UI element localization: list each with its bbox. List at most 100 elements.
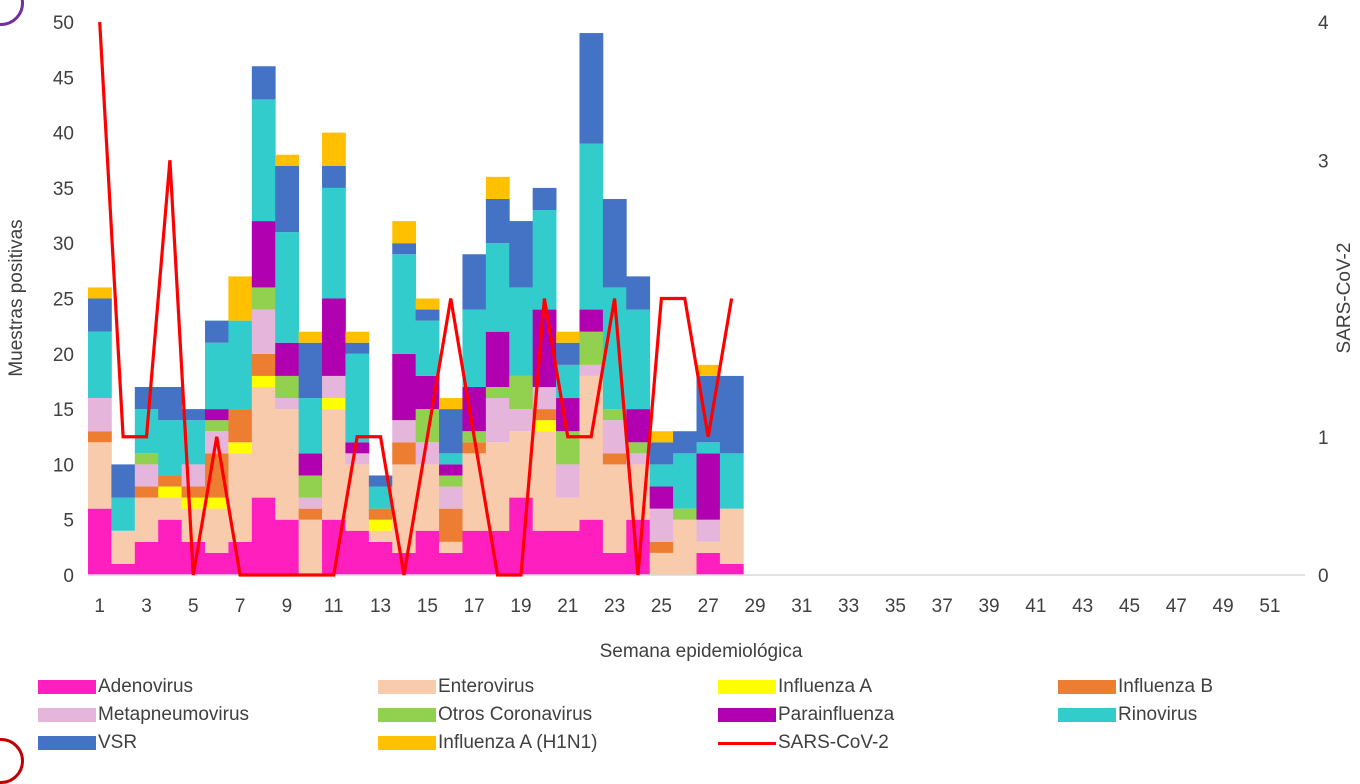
- bar-segment-enterovirus-week-20: [532, 431, 557, 531]
- x-tick-label: 17: [464, 596, 485, 617]
- bar-segment-metapneumovirus-week-19: [509, 409, 534, 432]
- bar-segment-parainfluenza-week-8: [251, 221, 276, 288]
- bar-segment-vsr-week-13: [368, 475, 393, 487]
- bar-segment-influenza-a-week-11: [322, 398, 346, 410]
- x-axis-title: Semana epidemiológica: [600, 641, 803, 662]
- legend-swatch-rinovirus: [1058, 708, 1116, 722]
- bar-segment-rinovirus-week-24: [626, 309, 651, 410]
- bar-segment-adenovirus-week-1: [88, 508, 112, 575]
- y-tick-label: 50: [53, 13, 74, 34]
- bar-segment-enterovirus-week-14: [392, 464, 417, 553]
- bar-segment-metapneumovirus-week-23: [602, 420, 627, 454]
- bar-segment-otros-coronavirus-week-10: [298, 475, 323, 498]
- y-tick-label: 5: [63, 511, 74, 532]
- legend-label-parainfluenza: Parainfluenza: [778, 704, 895, 725]
- legend-item-parainfluenza: Parainfluenza: [718, 701, 1058, 729]
- x-tick-label: 15: [417, 596, 438, 617]
- legend-item-metapneumovirus: Metapneumovirus: [38, 701, 378, 729]
- bar-segment-vsr-week-15: [415, 309, 440, 321]
- bar-segment-metapneumovirus-week-8: [251, 309, 276, 354]
- legend-label-vsr: VSR: [98, 732, 138, 753]
- bar-segment-enterovirus-week-28: [719, 508, 744, 564]
- bar-segment-influenza-a-h1n1--week-14: [392, 221, 417, 244]
- bar-segment-parainfluenza-week-9: [275, 342, 300, 376]
- bar-segment-rinovirus-week-20: [532, 210, 557, 310]
- y-tick-label: 10: [53, 455, 74, 476]
- x-tick-label: 49: [1213, 596, 1234, 617]
- bar-segment-adenovirus-week-23: [602, 552, 627, 575]
- bar-segment-otros-coronavirus-week-21: [556, 431, 580, 465]
- bar-segment-adenovirus-week-21: [556, 530, 580, 575]
- bar-segment-influenza-a-h1n1--week-27: [696, 364, 721, 376]
- x-tick-label: 39: [978, 596, 999, 617]
- x-tick-label: 47: [1166, 596, 1187, 617]
- bar-segment-parainfluenza-week-18: [485, 331, 510, 387]
- x-tick-label: 21: [557, 596, 578, 617]
- bar-segment-influenza-b-week-10: [298, 508, 323, 520]
- bar-segment-rinovirus-week-28: [719, 453, 744, 509]
- legend-label-metapneumovirus: Metapneumovirus: [98, 704, 250, 725]
- x-tick-label: 9: [282, 596, 293, 617]
- bar-segment-rinovirus-week-12: [345, 353, 370, 443]
- bar-segment-enterovirus-week-18: [485, 442, 510, 531]
- x-tick-label: 1: [94, 596, 105, 617]
- bar-segment-enterovirus-week-7: [228, 453, 253, 542]
- bar-segment-parainfluenza-week-6: [205, 409, 229, 421]
- legend-swatch-sars-cov-2: [718, 741, 776, 745]
- y-tick-label: 45: [53, 68, 74, 89]
- bar-segment-adenovirus-week-2: [111, 563, 136, 575]
- bar-segment-vsr-week-19: [509, 221, 534, 288]
- bar-segment-vsr-week-23: [602, 198, 627, 288]
- y-tick-label: 25: [53, 290, 74, 311]
- bar-segment-rinovirus-week-18: [485, 243, 510, 332]
- bar-segment-vsr-week-10: [298, 342, 323, 399]
- bar-segment-metapneumovirus-week-10: [298, 497, 323, 509]
- bar-segment-adenovirus-week-17: [462, 530, 487, 575]
- bar-segment-metapneumovirus-week-11: [322, 375, 346, 399]
- bar-segment-enterovirus-week-11: [322, 409, 346, 520]
- bar-segment-rinovirus-week-17: [462, 309, 487, 387]
- bar-segment-vsr-week-25: [649, 442, 674, 465]
- bar-segment-enterovirus-week-6: [205, 508, 229, 553]
- bar-segment-vsr-week-6: [205, 320, 229, 343]
- x-tick-label: 7: [235, 596, 246, 617]
- y-tick-label: 35: [53, 179, 74, 200]
- legend-label-adenovirus: Adenovirus: [98, 676, 194, 697]
- bar-segment-metapneumovirus-week-24: [626, 453, 651, 465]
- bar-segment-influenza-a-week-6: [205, 497, 229, 509]
- bar-segment-rinovirus-week-4: [158, 420, 183, 476]
- bar-segment-enterovirus-week-8: [251, 386, 276, 498]
- bar-segment-vsr-week-1: [88, 298, 112, 332]
- bar-segment-influenza-b-week-23: [602, 453, 627, 465]
- bar-segment-rinovirus-week-8: [251, 99, 276, 222]
- bar-segment-influenza-b-week-20: [532, 409, 557, 421]
- bar-segment-enterovirus-week-13: [368, 530, 393, 542]
- bar-segment-otros-coronavirus-week-22: [579, 331, 604, 365]
- bar-segment-enterovirus-week-1: [88, 442, 112, 509]
- bar-segment-rinovirus-week-6: [205, 342, 229, 410]
- bar-segment-adenovirus-week-6: [205, 552, 229, 575]
- bar-segment-enterovirus-week-22: [579, 375, 604, 520]
- legend-swatch-influenza-a-h1n1: [378, 736, 436, 750]
- x-tick-label: 45: [1119, 596, 1140, 617]
- y-tick-label: 40: [53, 124, 74, 145]
- bar-segment-metapneumovirus-week-14: [392, 420, 417, 443]
- y2-tick-label: 3: [1318, 151, 1329, 172]
- bar-segment-adenovirus-week-4: [158, 519, 183, 575]
- legend-item-influenza-a-h1n1: Influenza A (H1N1): [378, 729, 718, 757]
- bar-segment-influenza-b-week-7: [228, 409, 253, 443]
- x-tick-label: 23: [604, 596, 625, 617]
- bar-segment-influenza-a-h1n1--week-7: [228, 276, 253, 321]
- bar-segment-influenza-b-week-3: [134, 486, 159, 498]
- legend-item-sars-cov-2: SARS-CoV-2: [718, 729, 1058, 757]
- bar-segment-rinovirus-week-21: [556, 364, 580, 399]
- y-axis-title: Muestras positivas: [6, 219, 27, 376]
- legend-swatch-influenza-b: [1058, 680, 1116, 694]
- bar-segment-rinovirus-week-19: [509, 287, 534, 376]
- bar-segment-influenza-a-h1n1--week-12: [345, 331, 370, 343]
- corner-circle-mark-bottom: [0, 738, 24, 784]
- bar-segment-otros-coronavirus-week-8: [251, 287, 276, 310]
- bar-segment-parainfluenza-week-12: [345, 442, 370, 454]
- bar-segment-metapneumovirus-week-1: [88, 398, 112, 432]
